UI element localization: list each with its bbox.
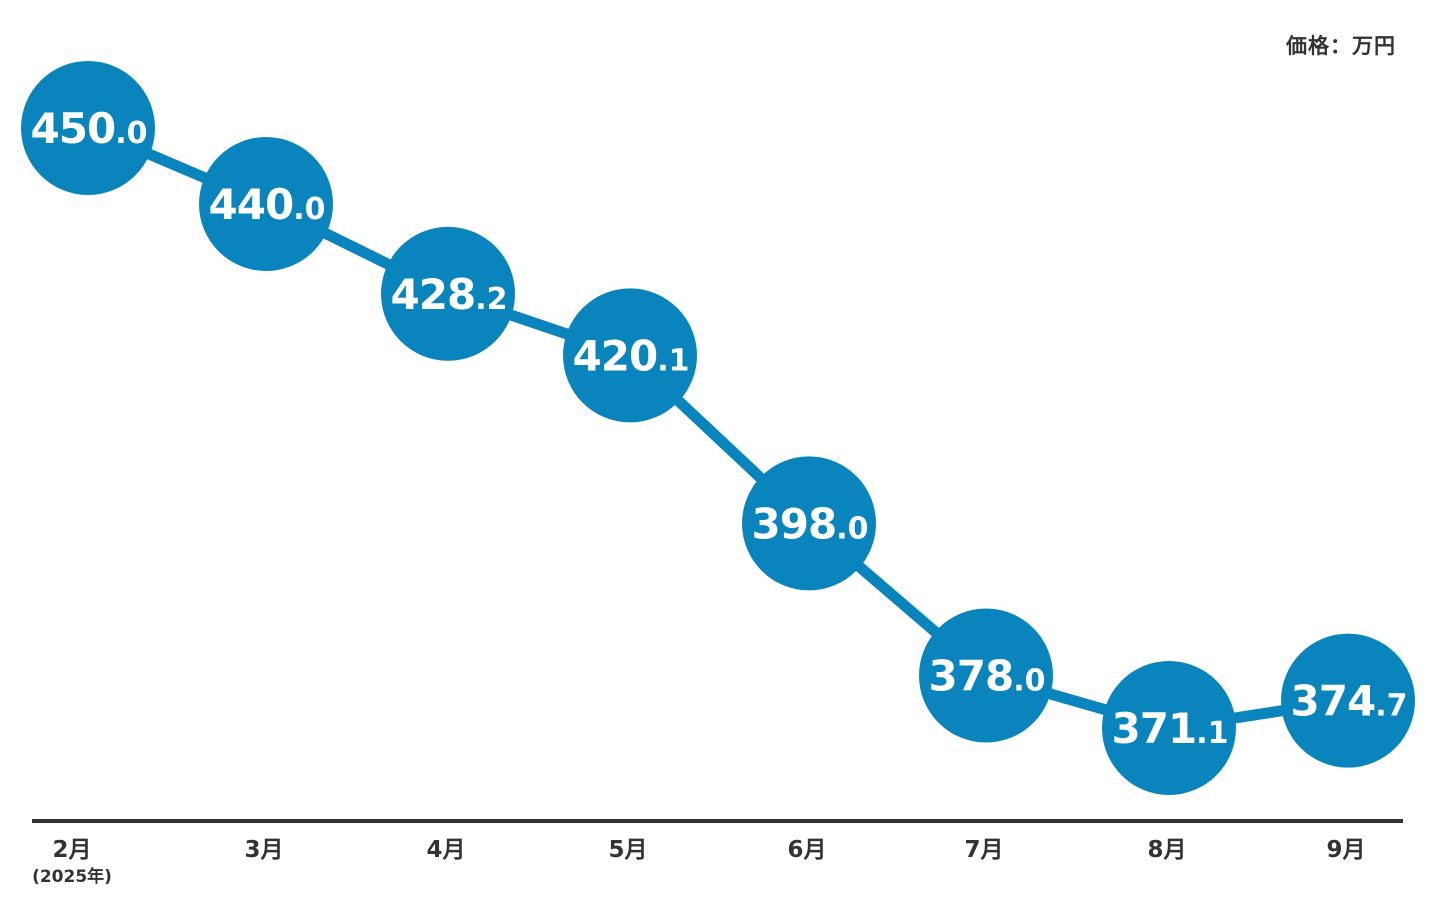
x-tick-label-7: 8月 xyxy=(1147,837,1186,863)
x-tick-label-5: 6月 xyxy=(787,837,826,863)
x-tick-label-1: 2月 xyxy=(52,837,91,863)
data-label-5: 398.0 xyxy=(752,499,869,548)
data-label-1: 450.0 xyxy=(31,104,148,153)
data-point-7 xyxy=(1102,661,1236,795)
data-label-6: 378.0 xyxy=(929,652,1046,701)
unit-label: 価格：万円 xyxy=(1286,34,1396,58)
x-tick-label-4: 5月 xyxy=(608,837,647,863)
data-point-8 xyxy=(1281,633,1415,768)
data-label-8: 374.7 xyxy=(1291,677,1408,726)
data-point-4 xyxy=(563,288,697,423)
data-point-6 xyxy=(919,608,1053,743)
x-tick-label-8: 9月 xyxy=(1326,837,1365,863)
x-tick-label-6: 7月 xyxy=(964,837,1003,863)
data-label-3: 428.2 xyxy=(391,270,508,319)
data-point-1 xyxy=(21,61,155,195)
x-tick-label-3: 4月 xyxy=(426,837,465,863)
x-tick-label-2: 3月 xyxy=(244,837,283,863)
data-label-2: 440.0 xyxy=(209,180,326,229)
data-point-2 xyxy=(199,137,333,271)
x-tick-sublabel-1: (2025年) xyxy=(32,866,112,887)
data-label-4: 420.1 xyxy=(573,331,690,380)
data-point-5 xyxy=(742,456,876,591)
data-point-3 xyxy=(381,226,515,361)
data-label-7: 371.1 xyxy=(1112,704,1229,753)
